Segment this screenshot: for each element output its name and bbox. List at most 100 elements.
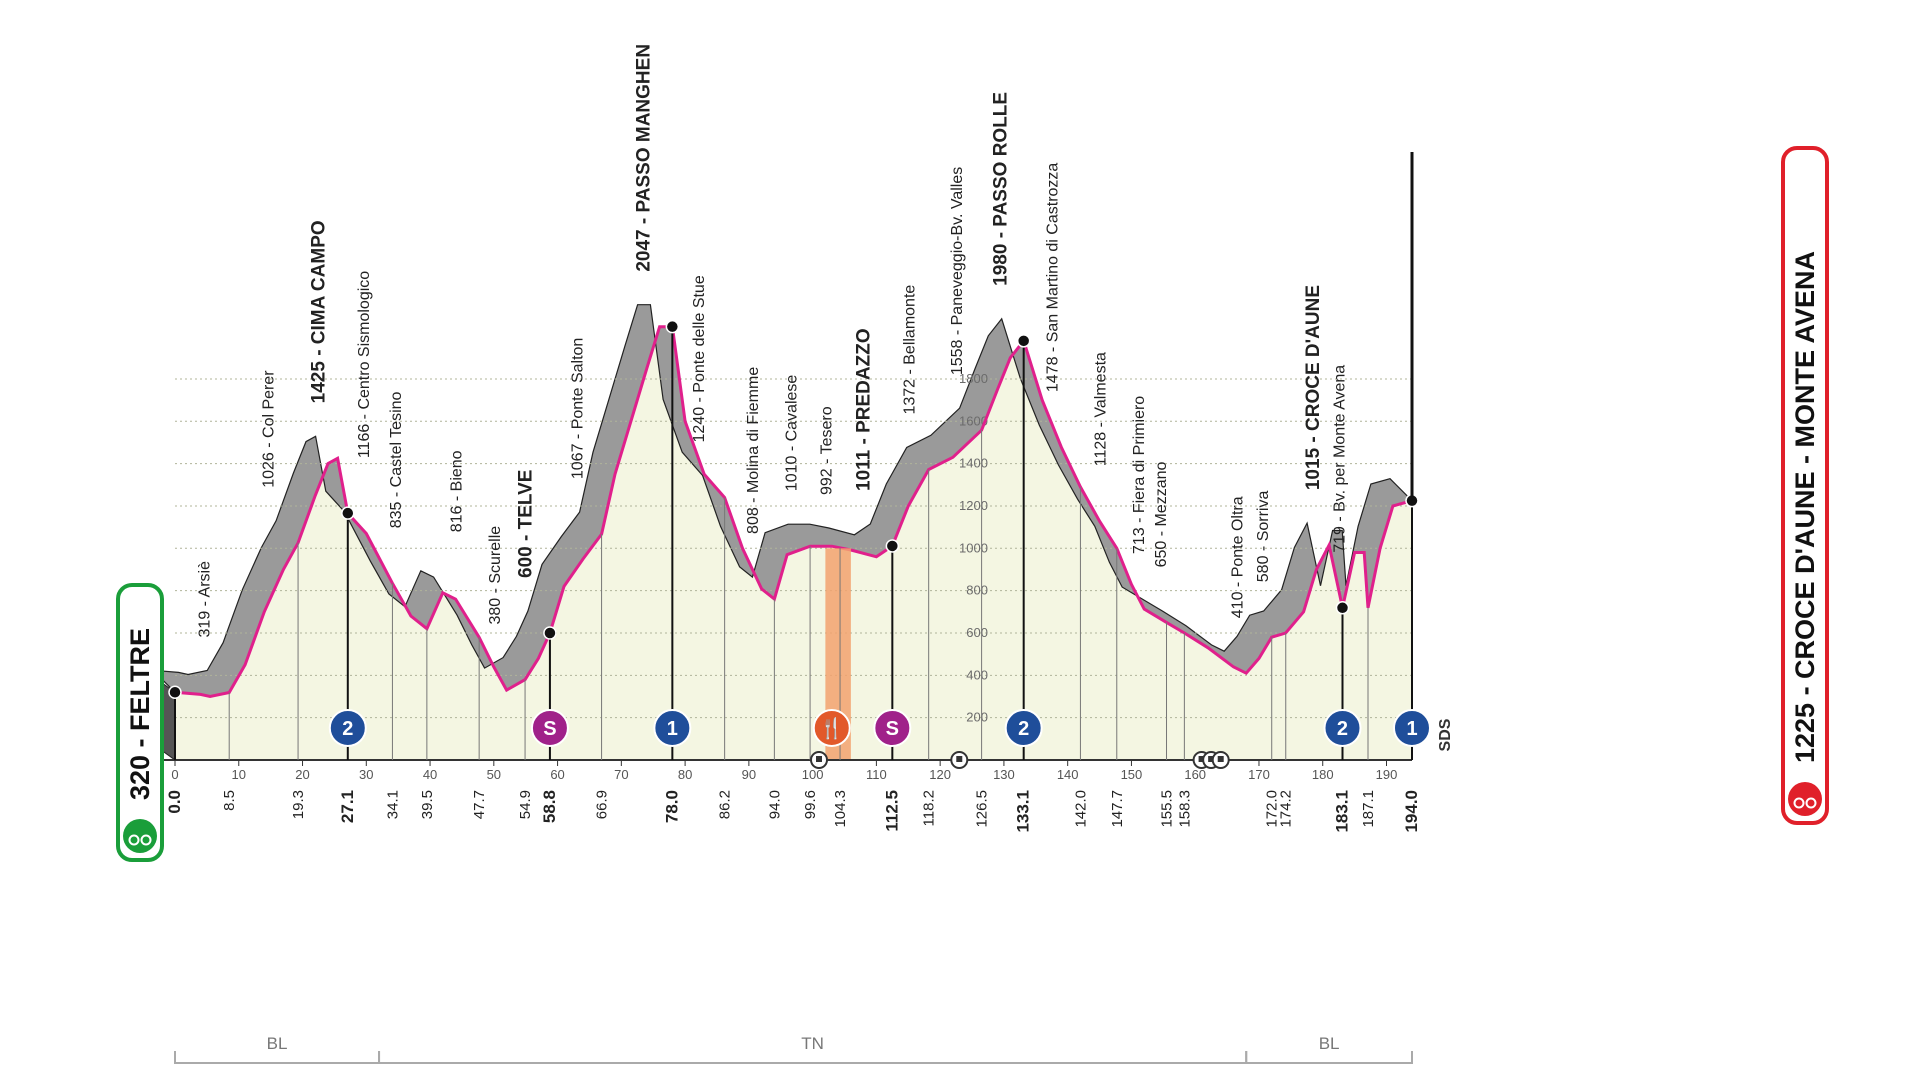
km-label: 19.3 [290, 790, 307, 819]
km-label: 27.1 [338, 790, 357, 823]
tunnel-mouth-icon [1198, 756, 1205, 762]
tunnel-mouth-icon [816, 756, 823, 762]
place-labels: 319 - Arsiè 1026 - Col Perer 1425 - CIMA C… [197, 44, 1349, 638]
start-badge [116, 583, 164, 862]
km-label: 0.0 [165, 790, 184, 814]
waypoint-dot [1016, 334, 1031, 348]
km-label: 112.5 [882, 790, 901, 832]
place-label: 1026 - Col Perer [260, 370, 277, 488]
x-tick-label: 100 [802, 767, 824, 782]
km-label: 34.1 [384, 790, 401, 819]
x-tick-label: 10 [232, 767, 246, 782]
km-label: 187.1 [1360, 790, 1377, 828]
km-label: 78.0 [662, 790, 681, 823]
km-label: 94.0 [766, 790, 783, 819]
finish-cyclist-icon-wheel [1793, 797, 1805, 809]
x-tick-label: 140 [1057, 767, 1079, 782]
x-tick-label: 190 [1376, 767, 1398, 782]
waypoint-dot [168, 685, 182, 700]
waypoint-dot [665, 319, 680, 334]
start-badge-text: 320 - FELTRE [125, 628, 155, 800]
waypoint-dot [341, 506, 355, 520]
x-tick-label: 0 [171, 767, 178, 782]
place-label: 650 - Mezzano [1153, 461, 1170, 567]
finish-cyclist-icon-wheel [1805, 797, 1817, 809]
icon-glyph: 1 [1406, 718, 1417, 740]
start-finish-badges: 320 - FELTRE 1225 - CROCE D'AUNE - MONTE … [116, 146, 1829, 862]
km-label: 194.0 [1402, 790, 1421, 833]
mountain-category-icon [328, 709, 367, 747]
place-label: 410 - Ponte Oltra [1230, 496, 1247, 618]
finish-cyclist-icon [1788, 782, 1822, 816]
sds-label: SDS [1437, 718, 1454, 751]
feed-zone-icon [812, 709, 851, 747]
place-label: 1128 - Valmesta [1093, 352, 1110, 466]
altitude-tick-label: 200 [966, 710, 988, 725]
altitude-tick-label: 1000 [959, 540, 988, 555]
km-label: 39.5 [419, 790, 436, 819]
km-labels: 0.0 8.5 19.3 27.1 34.1 39.5 47.7 54.9 58.8 66.9 78… [165, 790, 1421, 833]
mountain-category-icon [1393, 709, 1431, 747]
altitude-tick-label: 800 [966, 583, 988, 598]
start-cyclist-icon [123, 819, 157, 853]
x-tick-label: 160 [1184, 767, 1206, 782]
x-tick-label: 170 [1248, 767, 1270, 782]
region-label: TN [801, 1034, 824, 1053]
km-label: 142.0 [1072, 790, 1089, 828]
km-label: 54.9 [517, 790, 534, 819]
profile-area: 200 400 600 800 1000 1200 1400 1600 1800 [149, 304, 1414, 761]
icon-glyph: 1 [667, 718, 678, 740]
km-label: 118.2 [921, 790, 938, 826]
x-tick-label: 110 [866, 767, 887, 782]
x-tick-label: 90 [742, 767, 756, 782]
x-tick-label: 20 [295, 767, 309, 782]
altitude-tick-label: 1400 [959, 456, 988, 471]
km-label: 104.3 [832, 790, 849, 828]
km-label: 133.1 [1014, 790, 1033, 833]
place-label: 1011 - PREDAZZO [854, 328, 875, 491]
x-tick-label: 60 [550, 767, 564, 782]
climb-icons: 2 S 1 🍴 S 2 2 1 SDS [328, 709, 1454, 769]
place-label: 1240 - Ponte delle Stue [691, 275, 708, 442]
x-tick-label: 30 [359, 767, 373, 782]
icon-glyph: 🍴 [819, 716, 844, 740]
x-tick-label: 40 [423, 767, 437, 782]
km-label: 174.2 [1278, 790, 1295, 828]
km-label: 99.6 [802, 790, 819, 819]
place-label: 808 - Molina di Fiemme [745, 367, 762, 534]
km-label: 126.5 [974, 790, 991, 828]
place-label: 1015 - CROCE D'AUNE [1303, 285, 1324, 490]
place-label: 719 - Bv. per Monte Avena [1332, 365, 1349, 553]
tunnel-mouth-icon [1217, 756, 1224, 762]
tunnel-mouth-icon [956, 756, 963, 762]
mountain-category-icon [1323, 709, 1362, 747]
waypoint-markers [168, 319, 1419, 760]
km-label: 183.1 [1332, 790, 1351, 833]
place-label: 319 - Arsiè [197, 561, 214, 638]
x-tick-label: 70 [614, 767, 628, 782]
place-label: 835 - Castel Tesino [388, 391, 405, 528]
place-label: 1067 - Ponte Salton [570, 338, 587, 479]
sprint-icon [530, 709, 569, 747]
finish-badge [1781, 146, 1829, 825]
place-label: 1425 - CIMA CAMPO [308, 220, 329, 403]
place-label: 1478 - San Martino di Castrozza [1045, 163, 1062, 393]
place-label: 1558 - Paneveggio-Bv. Valles [949, 167, 966, 375]
place-label: 580 - Sorriva [1255, 491, 1272, 583]
km-label: 147.7 [1109, 790, 1126, 828]
start-cyclist-icon-wheel [128, 834, 140, 846]
region-label: BL [1319, 1034, 1340, 1053]
km-label: 47.7 [471, 790, 488, 819]
region-bands: BL TN BL [174, 1034, 1413, 1064]
km-label: 58.8 [540, 790, 559, 823]
km-label: 158.3 [1176, 790, 1193, 828]
mountain-category-icon [653, 709, 692, 747]
icon-glyph: 2 [1337, 718, 1348, 740]
altitude-tick-label: 1600 [959, 413, 988, 428]
waypoint-dot [1335, 601, 1350, 615]
icon-glyph: S [886, 718, 899, 740]
altitude-tick-label: 1800 [959, 371, 988, 386]
place-label: 600 - TELVE [516, 470, 537, 578]
x-tick-label: 50 [487, 767, 501, 782]
x-tick-label: 180 [1312, 767, 1334, 782]
